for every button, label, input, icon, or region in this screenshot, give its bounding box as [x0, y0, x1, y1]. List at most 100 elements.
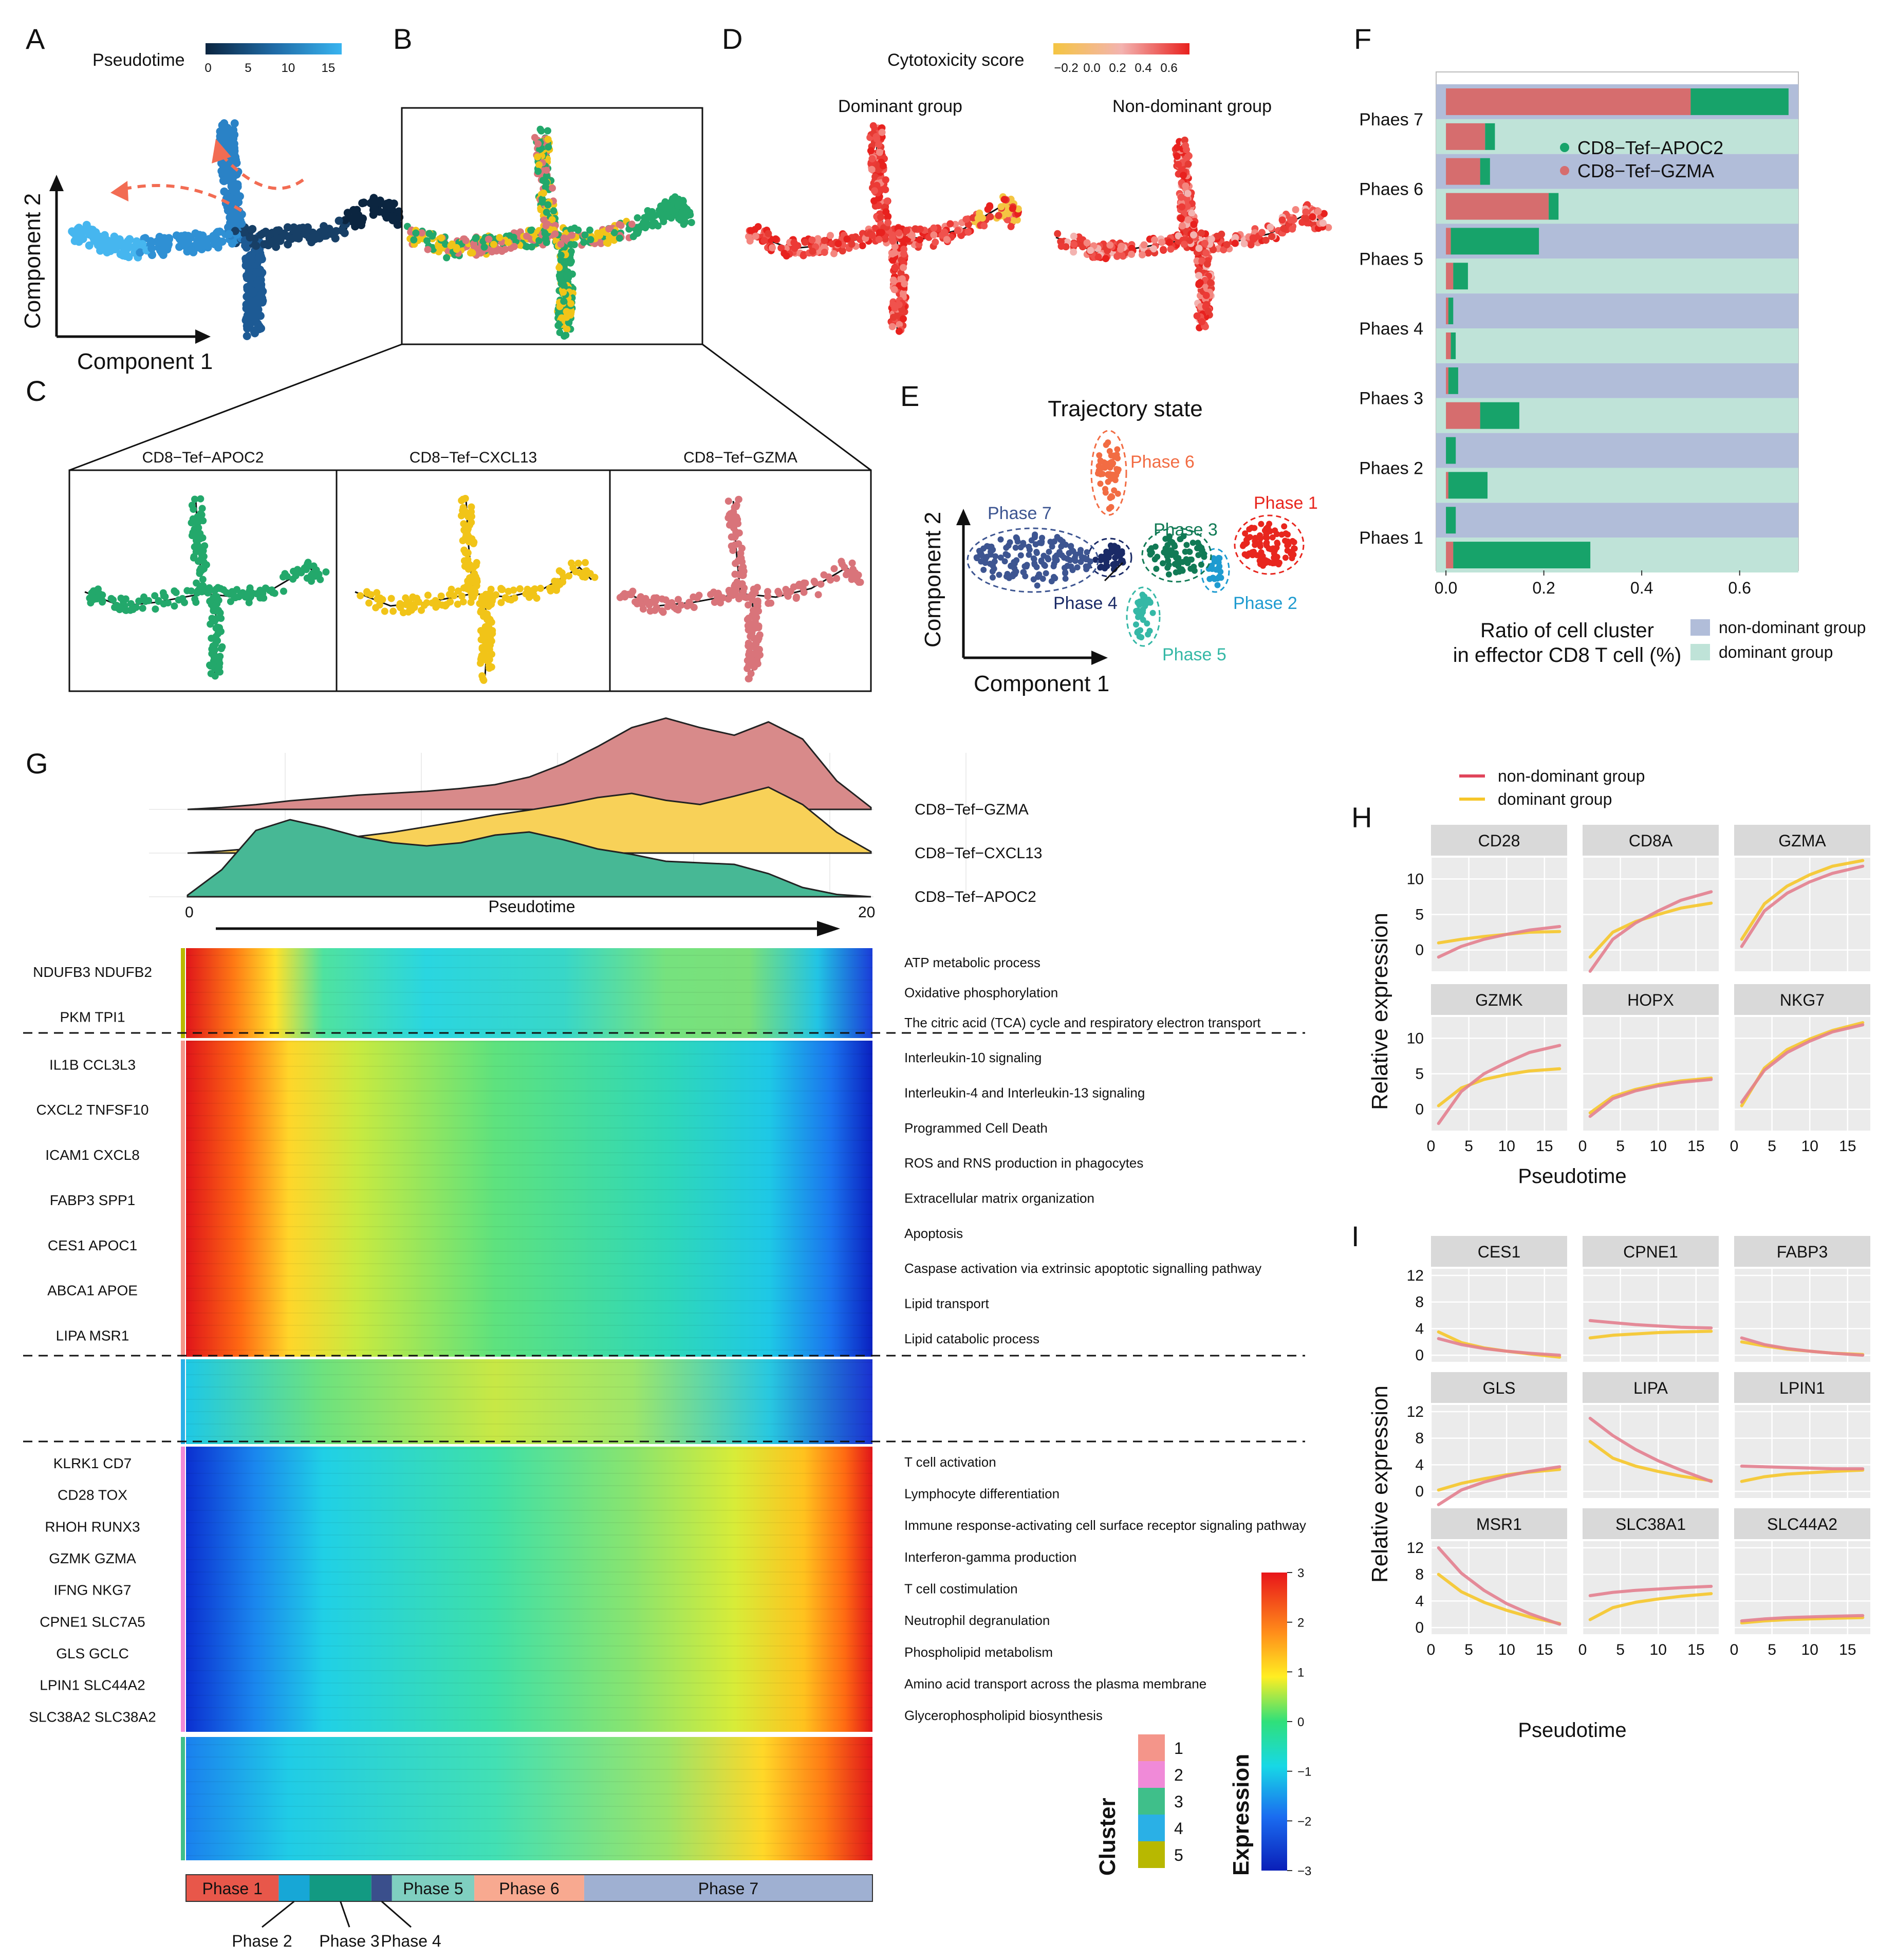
cell-point	[1135, 599, 1141, 606]
phase-callout-label: Phase 3	[319, 1932, 379, 1950]
cell-point	[1173, 144, 1181, 151]
cell-point	[459, 507, 467, 515]
cell-point	[883, 197, 891, 205]
cell-point	[749, 591, 757, 599]
cell-point	[1292, 206, 1299, 213]
pathway-term: Glycerophospholipid biosynthesis	[904, 1708, 1103, 1723]
cell-point	[283, 572, 291, 580]
expression-curve	[1437, 1573, 1562, 1625]
y-tick-label: 12	[1407, 1540, 1424, 1557]
cell-point	[1175, 232, 1182, 239]
gene-label: ICAM1 CXCL8	[45, 1147, 140, 1163]
cell-point	[1069, 567, 1076, 574]
cell-point	[468, 519, 475, 526]
cell-point	[558, 314, 566, 322]
cell-point	[1160, 246, 1167, 253]
cell-point	[876, 149, 883, 156]
cell-point	[1054, 230, 1062, 237]
pseudotime-point	[251, 329, 259, 338]
pseudotime-point	[183, 247, 192, 256]
gene-label: LPIN1 SLC44A2	[40, 1677, 145, 1693]
cell-point	[610, 229, 618, 236]
cell-point	[669, 208, 676, 215]
cell-point	[616, 234, 623, 242]
cell-point	[312, 571, 320, 579]
x-tick-label: 15	[1536, 1138, 1553, 1155]
cell-point	[685, 599, 693, 606]
cell-point	[1083, 239, 1091, 247]
facet-gene-label: MSR1	[1476, 1515, 1522, 1533]
cell-point	[560, 288, 567, 296]
cell-point	[1146, 627, 1153, 634]
cell-point	[1115, 466, 1122, 473]
bar-segment	[1446, 263, 1454, 290]
phase-segment	[392, 1875, 475, 1901]
x-axis-label: Pseudotime	[1518, 1719, 1626, 1742]
legend-label: CD8−Tef−GZMA	[1577, 160, 1714, 181]
cell-point	[891, 304, 899, 312]
cell-point	[717, 599, 724, 607]
y-tick-label: 0	[1415, 1483, 1424, 1500]
phase-callout-line	[340, 1901, 350, 1928]
cell-point	[1206, 279, 1214, 287]
cell-point	[1104, 462, 1110, 469]
pseudotime-point	[136, 248, 144, 257]
cell-point	[1261, 527, 1268, 534]
phase-label: Phase 1	[1254, 493, 1318, 513]
cell-point	[199, 517, 207, 525]
pseudotime-tick: 15	[321, 61, 335, 75]
cell-point	[432, 597, 439, 604]
pseudotime-colorbar	[206, 43, 342, 54]
dominant-group-title: Dominant group	[838, 97, 962, 116]
group-band	[1436, 503, 1798, 538]
gene-label: LIPA MSR1	[56, 1327, 129, 1343]
cell-point	[1098, 563, 1105, 570]
expression-curve	[1740, 1616, 1865, 1624]
pseudotime-point	[334, 216, 343, 225]
facet-panel	[1734, 1405, 1870, 1498]
expression-curve	[1740, 1614, 1865, 1623]
cell-point	[1114, 490, 1121, 497]
cell-point	[1151, 236, 1158, 244]
cell-point	[1274, 541, 1281, 547]
pseudotime-point	[219, 122, 228, 131]
cell-point	[897, 269, 905, 277]
cell-point	[745, 601, 752, 609]
cell-point	[507, 596, 515, 604]
cell-point	[1052, 575, 1058, 582]
cell-point	[711, 599, 718, 606]
pseudotime-point	[106, 247, 115, 255]
cell-point	[976, 212, 983, 219]
pathway-term: Lipid transport	[904, 1296, 990, 1311]
cell-point	[747, 670, 755, 677]
cell-point	[1210, 555, 1217, 562]
expression-curve	[1588, 1329, 1713, 1340]
pseudotime-point	[147, 244, 156, 253]
pseudotime-point	[103, 236, 111, 245]
zoom-line	[702, 343, 871, 471]
cell-point	[1184, 216, 1192, 224]
colorbar-tick-label: 2	[1297, 1616, 1304, 1630]
pseudotime-tick: 0	[205, 61, 211, 75]
cell-point	[459, 537, 467, 544]
panel-b	[69, 107, 871, 471]
panel-c: CD8−Tef−APOC2 CD8−Tef−CXCL13 CD8−Tef−GZMA	[68, 449, 872, 692]
cell-point	[943, 236, 951, 244]
panel-letter-g: G	[26, 747, 48, 780]
phase-label: Phase 3	[1154, 520, 1218, 540]
x-tick-label: 10	[1801, 1138, 1818, 1155]
facet-gene-label: NKG7	[1780, 991, 1825, 1009]
facet-gene-label: CPNE1	[1623, 1243, 1678, 1261]
phase-segment	[309, 1875, 371, 1901]
y-axis-label: Relative expression	[1367, 913, 1392, 1110]
cell-point	[139, 604, 146, 612]
cell-point	[567, 300, 574, 307]
facet-panel	[1583, 1269, 1719, 1362]
pseudotime-point	[246, 233, 254, 242]
cell-point	[1118, 251, 1126, 259]
cell-point	[437, 593, 445, 600]
cell-point	[424, 591, 432, 599]
cell-point	[754, 597, 761, 605]
bar-segment	[1549, 193, 1559, 220]
cell-point	[724, 497, 732, 505]
